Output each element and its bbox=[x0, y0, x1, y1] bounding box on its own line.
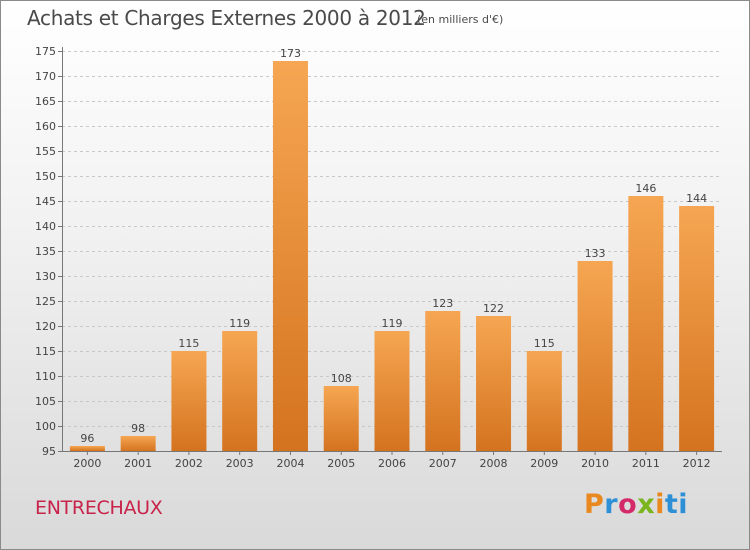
y-tick-label: 110 bbox=[35, 370, 56, 383]
bar bbox=[374, 331, 410, 451]
bar bbox=[171, 351, 207, 451]
logo-letter: o bbox=[618, 489, 638, 520]
y-tick-label: 160 bbox=[35, 120, 56, 133]
axis-layer: 95 100 105 110 115 120 125 130 135 140 145 150 155 16… bbox=[35, 45, 722, 458]
data-label: 123 bbox=[432, 297, 453, 310]
data-label: 115 bbox=[178, 337, 199, 350]
data-label: 98 bbox=[131, 422, 145, 435]
bar bbox=[577, 261, 613, 451]
y-tick-label: 155 bbox=[35, 145, 56, 158]
data-label: 108 bbox=[331, 372, 352, 385]
data-label: 96 bbox=[80, 432, 94, 445]
bar bbox=[323, 386, 359, 451]
x-tick-label: 2002 bbox=[175, 457, 203, 470]
data-label: 122 bbox=[483, 302, 504, 315]
logo-letter: x bbox=[637, 489, 656, 520]
bar bbox=[679, 206, 715, 451]
logo-letter: i bbox=[655, 489, 665, 520]
y-tick-label: 95 bbox=[42, 445, 56, 458]
y-tick-label: 165 bbox=[35, 95, 56, 108]
logo-letter: r bbox=[604, 489, 619, 520]
y-tick-label: 105 bbox=[35, 395, 56, 408]
chart-subtitle: (en milliers d'€) bbox=[417, 13, 504, 26]
y-tick-label: 135 bbox=[35, 245, 56, 258]
data-label: 173 bbox=[280, 47, 301, 60]
data-label: 144 bbox=[686, 192, 707, 205]
bars-layer bbox=[69, 61, 715, 451]
x-tick-label: 2008 bbox=[480, 457, 508, 470]
y-tick-label: 130 bbox=[35, 270, 56, 283]
y-tick-label: 125 bbox=[35, 295, 56, 308]
x-tick-label: 2012 bbox=[683, 457, 711, 470]
y-tick-label: 140 bbox=[35, 220, 56, 233]
logo-letter: P bbox=[584, 489, 605, 520]
data-label: 146 bbox=[635, 182, 656, 195]
proxiti-logo[interactable]: Proxiti bbox=[584, 489, 688, 520]
data-label: 119 bbox=[229, 317, 250, 330]
y-tick-label: 150 bbox=[35, 170, 56, 183]
x-tick-label: 2011 bbox=[632, 457, 660, 470]
y-tick-label: 115 bbox=[35, 345, 56, 358]
y-tick-label: 100 bbox=[35, 420, 56, 433]
commune-name: ENTRECHAUX bbox=[35, 497, 163, 519]
bar bbox=[476, 316, 512, 451]
x-tick-label: 2009 bbox=[530, 457, 558, 470]
y-tick-label: 145 bbox=[35, 195, 56, 208]
bar bbox=[69, 446, 105, 451]
chart-title: Achats et Charges Externes 2000 à 2012 bbox=[27, 6, 426, 30]
bar bbox=[526, 351, 562, 451]
y-tick-label: 175 bbox=[35, 45, 56, 58]
x-tick-label: 2003 bbox=[226, 457, 254, 470]
x-tick-label: 2007 bbox=[429, 457, 457, 470]
labels-layer: 2000 96 2001 98 2002 115 2003 119 2004 173 2005 108… bbox=[73, 47, 710, 470]
bar bbox=[272, 61, 308, 451]
x-tick-label: 2005 bbox=[327, 457, 355, 470]
x-tick-label: 2000 bbox=[73, 457, 101, 470]
bar bbox=[120, 436, 156, 451]
data-label: 133 bbox=[585, 247, 606, 260]
bar bbox=[222, 331, 258, 451]
y-tick-label: 170 bbox=[35, 70, 56, 83]
x-tick-label: 2001 bbox=[124, 457, 152, 470]
data-label: 115 bbox=[534, 337, 555, 350]
y-tick-label: 120 bbox=[35, 320, 56, 333]
data-label: 119 bbox=[382, 317, 403, 330]
x-tick-label: 2004 bbox=[276, 457, 304, 470]
bar bbox=[628, 196, 664, 451]
bar bbox=[425, 311, 461, 451]
x-tick-label: 2010 bbox=[581, 457, 609, 470]
logo-letter: ti bbox=[664, 489, 689, 520]
x-tick-label: 2006 bbox=[378, 457, 406, 470]
